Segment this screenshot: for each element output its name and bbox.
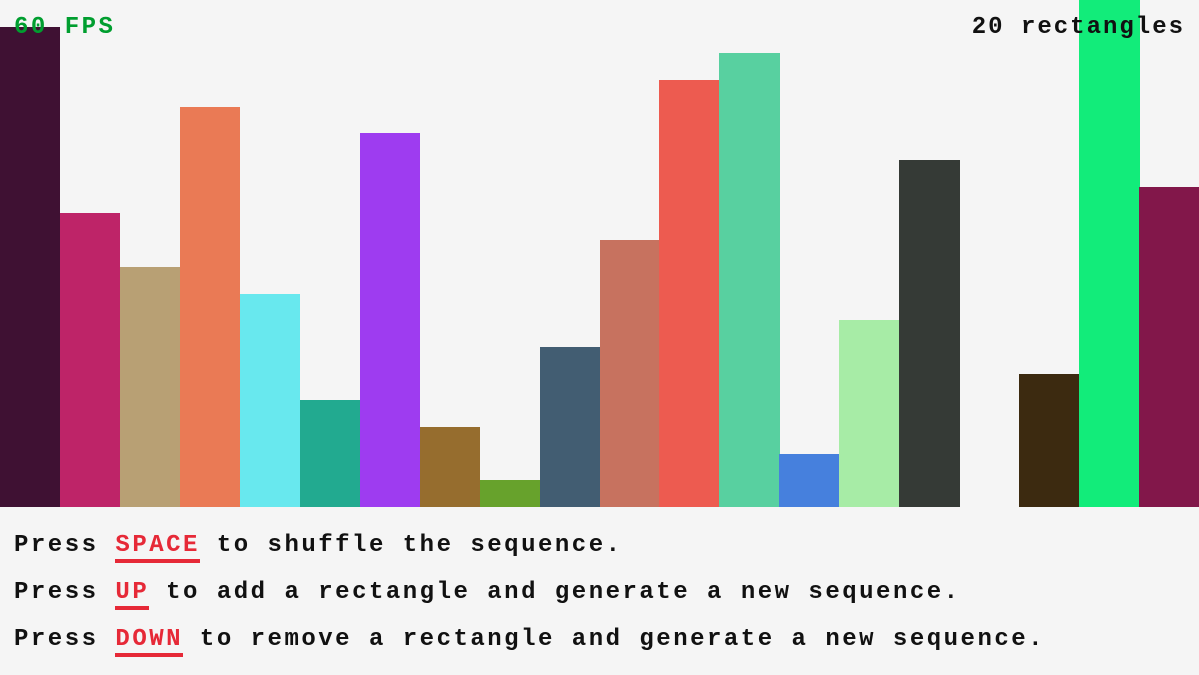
instruction-text: Press: [14, 532, 116, 559]
bar-15: [839, 320, 900, 507]
key-down: DOWN: [115, 627, 184, 657]
bar-3: [119, 266, 181, 507]
bar-chart: [0, 0, 1199, 507]
instruction-text: to add a rectangle and generate a new se…: [149, 579, 961, 606]
bar-12: [659, 80, 720, 507]
bar-6: [299, 400, 361, 507]
rectangle-count: 20 rectangles: [971, 14, 1185, 41]
instruction-text: to remove a rectangle and generate a new…: [183, 626, 1046, 653]
bar-16: [899, 160, 960, 507]
instruction-text: to shuffle the sequence.: [199, 532, 623, 559]
bar-9: [479, 480, 541, 507]
bar-1: [0, 26, 61, 507]
bar-11: [599, 240, 660, 507]
bar-2: [59, 213, 121, 507]
instruction-text: Press: [14, 626, 116, 653]
bar-19: [1079, 0, 1140, 507]
fps-counter: 60 FPS: [14, 14, 116, 41]
bar-4: [179, 106, 241, 507]
bar-7: [359, 133, 421, 507]
instruction-text: Press: [14, 579, 116, 606]
bar-20: [1139, 186, 1199, 507]
instruction-shuffle: Press SPACE to shuffle the sequence.: [14, 532, 623, 563]
key-up: UP: [115, 580, 150, 610]
bar-8: [419, 426, 481, 507]
bar-10: [539, 346, 600, 507]
key-space: SPACE: [115, 533, 200, 563]
bar-18: [1019, 373, 1080, 507]
bar-13: [719, 53, 780, 507]
instruction-remove: Press DOWN to remove a rectangle and gen…: [14, 626, 1045, 657]
bar-14: [779, 453, 840, 507]
bar-5: [239, 293, 301, 507]
instruction-add: Press UP to add a rectangle and generate…: [14, 579, 961, 610]
